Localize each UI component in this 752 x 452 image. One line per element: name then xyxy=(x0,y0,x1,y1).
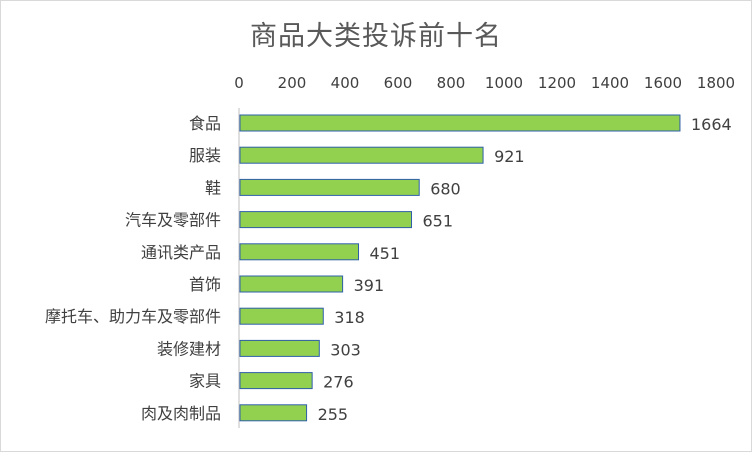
bar xyxy=(239,178,420,196)
x-tick-label: 0 xyxy=(234,74,244,92)
bar xyxy=(239,146,484,164)
data-label: 651 xyxy=(423,212,454,231)
category-label: 服装 xyxy=(189,146,221,165)
data-label: 680 xyxy=(430,179,461,198)
x-tick-label: 1400 xyxy=(591,74,629,92)
bar xyxy=(239,307,324,325)
category-label: 鞋 xyxy=(205,178,221,197)
category-label: 汽车及零部件 xyxy=(125,211,221,230)
data-label: 255 xyxy=(318,405,349,424)
x-tick-label: 1200 xyxy=(538,74,576,92)
data-label: 303 xyxy=(330,340,361,359)
bar xyxy=(239,243,360,261)
x-tick-label: 400 xyxy=(331,74,360,92)
x-tick-label: 1600 xyxy=(644,74,682,92)
category-label: 肉及肉制品 xyxy=(141,404,221,423)
category-label: 首饰 xyxy=(189,275,221,294)
data-label: 1664 xyxy=(691,115,732,134)
data-label: 921 xyxy=(494,147,525,166)
category-label: 家具 xyxy=(189,372,221,391)
category-label: 食品 xyxy=(189,114,221,133)
data-label: 276 xyxy=(323,373,354,392)
data-label: 451 xyxy=(370,244,401,263)
x-tick-label: 800 xyxy=(437,74,466,92)
x-tick-label: 1800 xyxy=(697,74,735,92)
bar xyxy=(239,275,344,293)
bar xyxy=(239,339,320,357)
category-label: 摩托车、助力车及零部件 xyxy=(45,307,221,326)
x-tick-label: 600 xyxy=(384,74,413,92)
x-tick-label: 200 xyxy=(278,74,307,92)
bar xyxy=(239,114,681,132)
bar xyxy=(239,211,413,229)
data-label: 318 xyxy=(334,308,365,327)
chart-title: 商品大类投诉前十名 xyxy=(250,21,502,52)
data-label: 391 xyxy=(354,276,385,295)
bar xyxy=(239,372,313,390)
category-label: 通讯类产品 xyxy=(141,243,221,262)
bar xyxy=(239,404,308,422)
x-tick-label: 1000 xyxy=(485,74,523,92)
category-label: 装修建材 xyxy=(157,339,221,358)
